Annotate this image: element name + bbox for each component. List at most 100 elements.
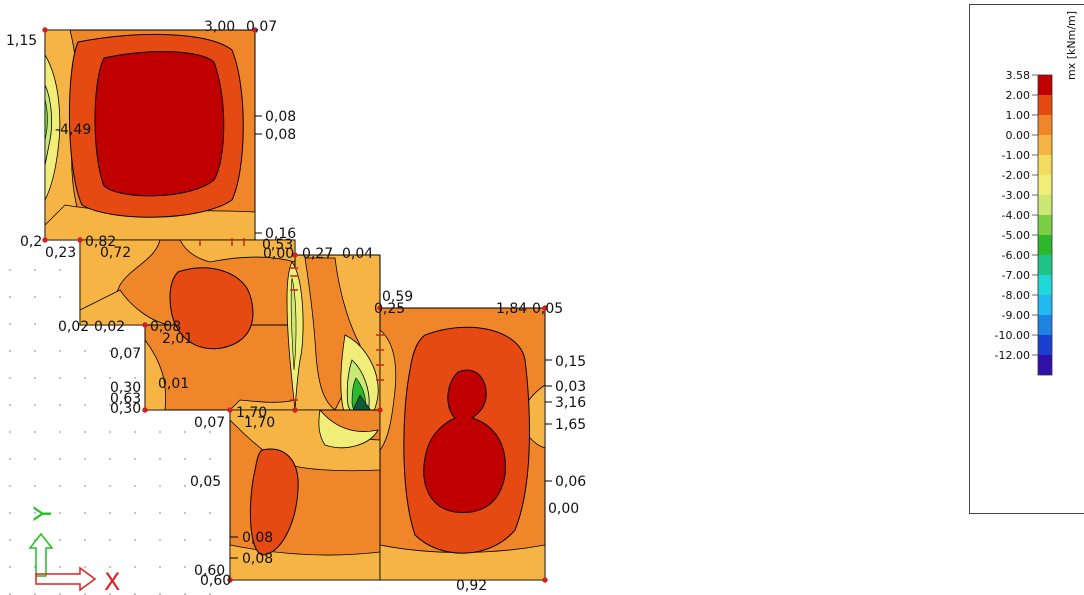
grid-dot	[59, 593, 61, 595]
grid-dot	[209, 593, 211, 595]
legend-swatch	[1038, 215, 1052, 235]
value-label: 0,04	[342, 246, 373, 262]
value-label: 0,16	[265, 226, 296, 242]
grid-dot	[184, 512, 186, 514]
grid-dot	[34, 296, 36, 298]
slab-panel-right	[379, 307, 546, 581]
grid-dot	[184, 458, 186, 460]
grid-dot	[134, 431, 136, 433]
grid-dot	[9, 431, 11, 433]
axes-indicator: Y X	[28, 506, 120, 595]
grid-dot	[84, 404, 86, 406]
legend-outline	[1037, 74, 1053, 376]
grid-dot	[59, 377, 61, 379]
legend-label: -2.00	[1002, 169, 1030, 182]
value-label: 1,15	[6, 33, 37, 49]
grid-dot	[9, 404, 11, 406]
grid-dot	[59, 296, 61, 298]
legend-label: -7.00	[1002, 269, 1030, 282]
grid-dot	[9, 512, 11, 514]
value-label: 0,06	[555, 474, 586, 490]
grid-dot	[84, 458, 86, 460]
grid-dot	[134, 566, 136, 568]
value-label: 3,16	[555, 395, 586, 411]
legend-label: -10.00	[995, 329, 1030, 342]
value-label: 0,27	[302, 246, 333, 262]
grid-dot	[34, 350, 36, 352]
legend-swatch	[1038, 195, 1052, 215]
value-labels: 1,15 3,00 0,07 -4,49 0,08 0,08 0,16 0,53…	[6, 19, 586, 594]
value-label: 0,08	[242, 530, 273, 546]
legend-label: -4.00	[1002, 209, 1030, 222]
value-label: 0,59	[382, 289, 413, 305]
grid-dot	[134, 404, 136, 406]
value-label: 0,82	[85, 234, 116, 250]
value-label: 0,01	[158, 376, 189, 392]
slab-panel-center	[286, 254, 381, 427]
grid-dot	[134, 485, 136, 487]
legend-label: 0.00	[1006, 129, 1031, 142]
grid-dot	[59, 404, 61, 406]
grid-dot	[159, 485, 161, 487]
grid-dot	[59, 485, 61, 487]
grid-dot	[134, 539, 136, 541]
legend-swatch	[1038, 135, 1052, 155]
value-label: 2,01	[162, 331, 193, 347]
grid-dot	[9, 350, 11, 352]
grid-dot	[109, 431, 111, 433]
grid-dot	[84, 377, 86, 379]
value-label: 0,15	[555, 354, 586, 370]
grid-dot	[184, 485, 186, 487]
value-label: 0,30	[110, 380, 141, 396]
grid-dot	[159, 431, 161, 433]
grid-dot	[34, 458, 36, 460]
grid-dot	[84, 431, 86, 433]
grid-dot	[84, 485, 86, 487]
grid-dot	[59, 458, 61, 460]
legend-scale: mx [kNm/m] 3.58 2.00 1.00 0.00 -1.00 -2.00 -3.…	[995, 11, 1078, 376]
grid-dot	[84, 593, 86, 595]
legend-swatch	[1038, 235, 1052, 255]
value-label: 0,07	[110, 346, 141, 362]
grid-dot	[109, 350, 111, 352]
grid-dot	[9, 566, 11, 568]
grid-dot	[9, 323, 11, 325]
value-label: 0,05	[532, 301, 563, 317]
grid-dot	[109, 458, 111, 460]
grid-dot	[159, 458, 161, 460]
grid-dot	[34, 512, 36, 514]
legend-swatch	[1038, 175, 1052, 195]
grid-dot	[84, 566, 86, 568]
grid-dot	[134, 350, 136, 352]
value-label: 0,23	[45, 245, 76, 261]
grid-dot	[9, 539, 11, 541]
grid-dot	[109, 512, 111, 514]
value-label: 3,00	[204, 19, 235, 35]
legend-label: 1.00	[1006, 109, 1031, 122]
grid-dot	[134, 593, 136, 595]
grid-dot	[209, 566, 211, 568]
grid-dot	[184, 593, 186, 595]
value-label: 0,72	[100, 245, 131, 261]
grid-dot	[109, 377, 111, 379]
grid-dot	[9, 377, 11, 379]
value-label: -4,49	[55, 122, 91, 138]
grid-dot	[59, 566, 61, 568]
grid-dot	[9, 458, 11, 460]
legend-swatch	[1038, 355, 1052, 375]
value-label: 0,02	[58, 319, 89, 335]
legend-swatch	[1038, 115, 1052, 135]
grid-dot	[34, 485, 36, 487]
value-label: 0,05	[190, 474, 221, 490]
grid-dot	[109, 485, 111, 487]
grid-dot	[209, 458, 211, 460]
grid-dot	[34, 377, 36, 379]
legend-title: mx [kNm/m]	[1065, 11, 1078, 80]
legend-label: -12.00	[995, 349, 1030, 362]
legend-label: -6.00	[1002, 249, 1030, 262]
grid-dot	[134, 458, 136, 460]
color-legend: mx [kNm/m] 3.58 2.00 1.00 0.00 -1.00 -2.00 -3.…	[969, 4, 1084, 514]
value-label: 0,08	[150, 319, 181, 335]
value-label: 0,60	[194, 563, 225, 579]
